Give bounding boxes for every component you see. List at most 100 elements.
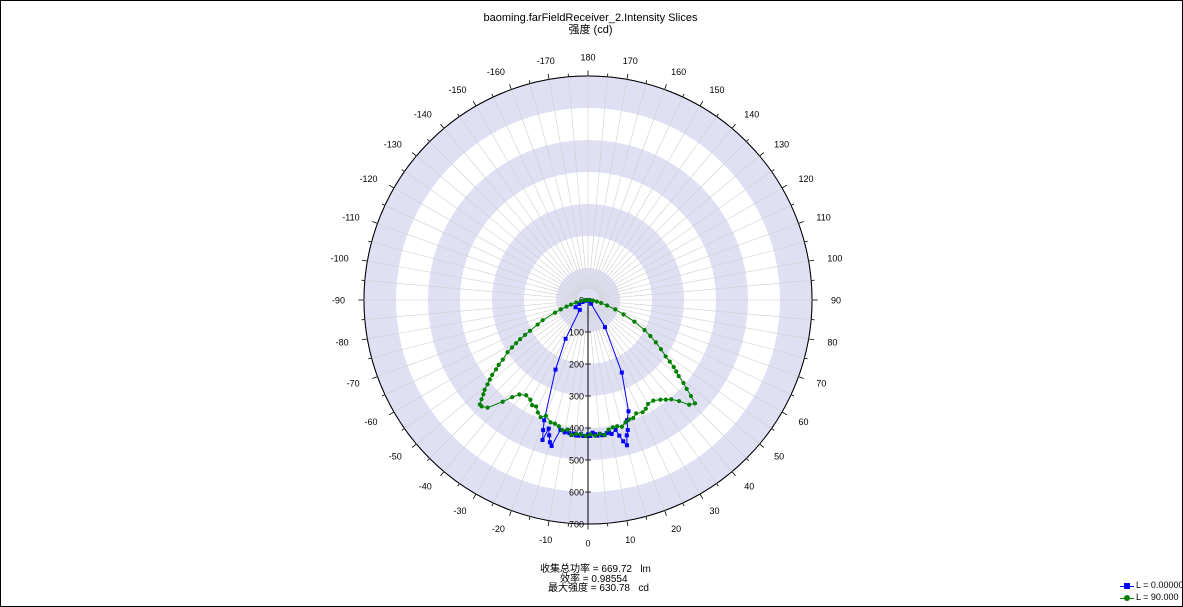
data-point-circle	[692, 401, 698, 406]
angle-label: -50	[389, 452, 402, 462]
grid-spoke	[597, 171, 772, 294]
chart-title: baoming.farFieldReceiver_2.Intensity Sli…	[483, 12, 698, 24]
angle-label: -100	[331, 253, 349, 263]
angle-tick	[472, 493, 477, 500]
data-point-circle	[509, 345, 515, 350]
total-power-text: 收集总功率 = 669.72 lm	[540, 564, 651, 575]
data-point-square	[613, 427, 618, 432]
grid-spoke	[443, 308, 582, 472]
angle-tick	[509, 84, 512, 90]
data-point-circle	[485, 382, 490, 387]
grid-spoke	[416, 306, 580, 445]
angle-tick	[368, 240, 372, 243]
data-point-square	[600, 433, 605, 438]
data-point-square	[602, 325, 607, 330]
grid-spoke	[597, 305, 783, 413]
grid-spoke	[597, 187, 783, 295]
data-point-circle	[553, 310, 558, 315]
grid-spoke	[594, 116, 717, 291]
grid-spoke	[588, 76, 608, 289]
angle-label: -80	[336, 338, 349, 348]
angle-tick	[664, 510, 667, 516]
data-point-circle	[527, 328, 533, 333]
angle-tick	[798, 221, 804, 224]
data-point-square	[547, 440, 552, 445]
radial-tick-label: 200	[569, 360, 584, 370]
grid-spoke	[594, 128, 733, 292]
data-point-square	[547, 433, 552, 438]
data-point-square	[577, 302, 582, 307]
angle-tick	[426, 138, 430, 142]
data-point-circle	[490, 372, 495, 377]
radial-tick-label: 400	[569, 424, 584, 434]
grid-spoke	[599, 300, 812, 320]
angle-tick	[746, 458, 750, 462]
radial-axis: 0100200300400500600700	[569, 296, 591, 530]
legend: L = 0.00000 L = 90.000	[1120, 580, 1183, 604]
data-point-circle	[493, 367, 499, 372]
data-point-square	[558, 427, 563, 432]
data-point-square	[625, 418, 630, 423]
data-point-circle	[621, 312, 626, 317]
grid-spoke	[429, 307, 581, 459]
grid-spoke	[364, 300, 577, 320]
grid-spoke	[590, 310, 647, 517]
data-point-circle	[645, 401, 651, 407]
grid-spoke	[377, 303, 578, 377]
angle-label: 130	[774, 139, 789, 149]
angle-tick	[372, 376, 378, 379]
data-point-square	[607, 430, 612, 435]
data-point-circle	[522, 332, 528, 338]
angle-label: 150	[710, 85, 725, 95]
grid-spoke	[404, 171, 579, 294]
grid-spoke	[592, 96, 683, 290]
data-point-circle	[594, 299, 599, 304]
data-point-circle	[606, 427, 611, 432]
angle-tick	[699, 493, 704, 500]
angle-tick	[716, 113, 719, 117]
data-point-circle	[530, 403, 535, 408]
data-point-circle	[479, 397, 484, 402]
angle-label: -120	[360, 174, 378, 184]
angle-label: 20	[671, 524, 681, 534]
legend-label: L = 90.000	[1136, 592, 1179, 602]
angle-tick	[411, 443, 417, 448]
angle-label: 180	[580, 52, 595, 62]
data-point-square	[542, 418, 547, 423]
angle-tick	[808, 259, 815, 262]
angle-tick	[411, 152, 417, 157]
data-point-circle	[487, 377, 492, 382]
angle-label: -40	[419, 482, 432, 492]
data-point-circle	[631, 415, 636, 421]
angle-tick	[682, 93, 685, 98]
data-point-circle	[676, 398, 682, 404]
data-point-circle	[615, 424, 620, 429]
angle-tick	[731, 123, 736, 129]
data-point-circle	[663, 397, 668, 402]
grid-spoke	[592, 310, 683, 504]
angle-label: -150	[448, 85, 466, 95]
angle-label: -70	[347, 379, 360, 389]
radial-tick-label: 100	[569, 328, 584, 338]
data-point-circle	[597, 431, 602, 436]
angle-labels: 0 10 20 30 40 50 60 70 80 90 100 110 120 130 140 150 160…	[331, 52, 843, 548]
data-point-square	[563, 336, 568, 341]
grid-spoke	[593, 309, 701, 495]
data-point-circle	[687, 402, 692, 407]
legend-label: L = 0.00000	[1136, 580, 1183, 590]
angle-tick	[699, 100, 704, 107]
radial-tick-label: 500	[569, 456, 584, 466]
data-point-circle	[578, 432, 584, 437]
data-point-circle	[648, 333, 653, 339]
grid-spoke	[459, 309, 582, 484]
grid-spoke	[593, 105, 701, 291]
angle-tick	[746, 138, 750, 142]
data-point-circle	[496, 362, 501, 367]
chart-subtitle: 强度 (cd)	[568, 24, 613, 36]
angle-tick	[528, 516, 531, 520]
angle-tick	[626, 73, 629, 80]
grid-spoke	[367, 260, 578, 299]
angle-tick	[547, 73, 550, 80]
grid-spoke	[548, 310, 587, 521]
grid-spoke	[493, 310, 584, 504]
